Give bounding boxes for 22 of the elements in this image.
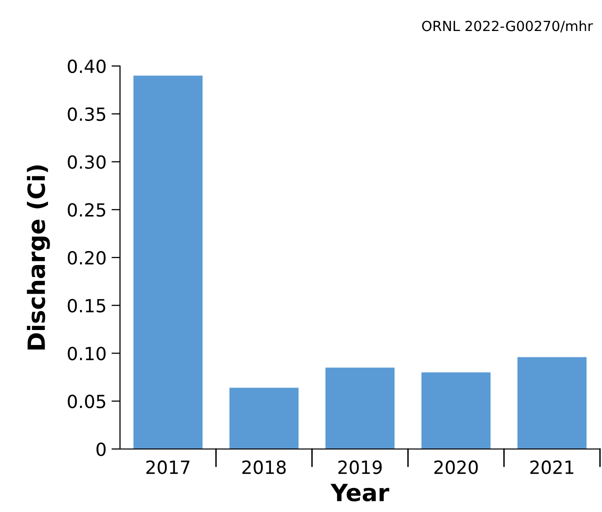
bar [133,76,203,449]
y-tick-label: 0.20 [68,250,106,265]
y-tick-label: 0.15 [68,298,106,312]
y-tick-label: 0.40 [68,59,106,74]
x-tick-label: 2021 [530,460,574,474]
x-tick-label: 2020 [434,460,478,474]
y-tick-label: 0.05 [68,394,106,408]
y-tick-label: 0.35 [68,107,106,121]
y-tick-label: 0.10 [68,346,106,360]
x-tick-label: 2018 [242,460,286,474]
bar [421,372,491,449]
bar [517,357,587,449]
x-tick-label: 2017 [146,460,190,474]
text: ORNL 2022-G00270/mhr [422,20,593,32]
x-tick-label: 2019 [338,460,382,474]
y-tick-label: 0.25 [68,203,106,217]
y-tick-label: 0 [96,442,106,456]
x-axis-title: Year [330,484,390,502]
bar [325,368,395,449]
y-axis-title: Discharge (Ci) [26,165,50,350]
y-tick-label: 0.30 [68,155,106,169]
bar [229,388,299,449]
